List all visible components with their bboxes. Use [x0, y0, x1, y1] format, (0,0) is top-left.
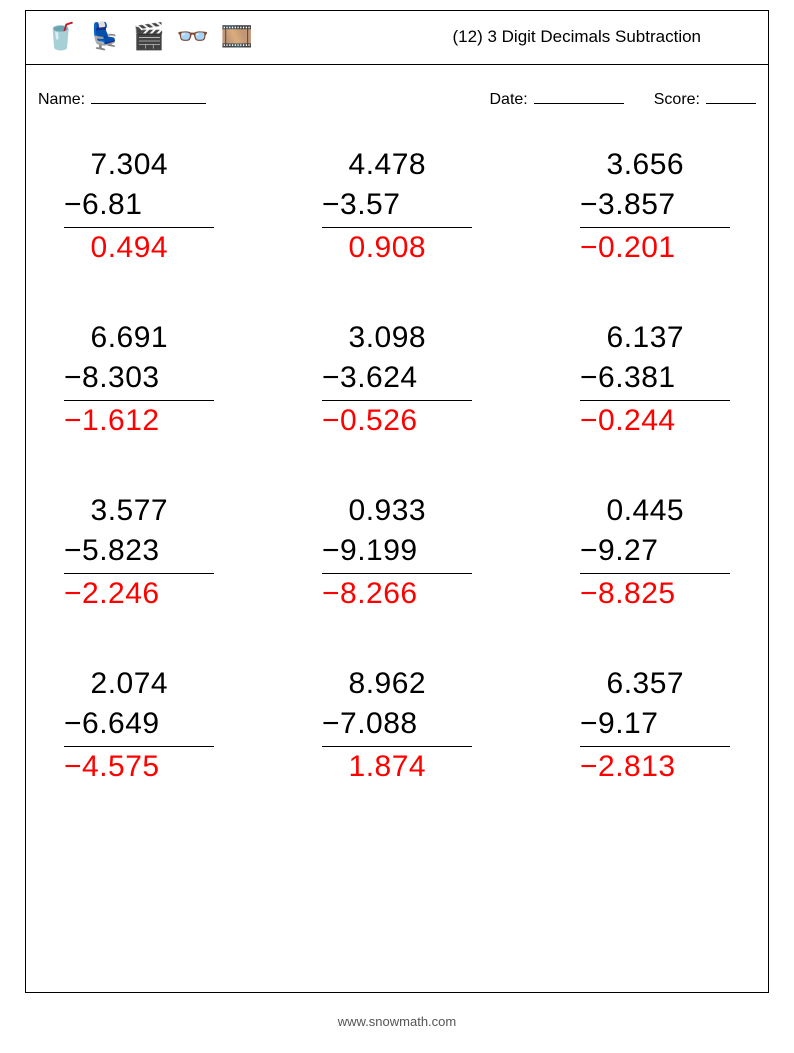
problem: 7.304−6.81 0.494 [64, 145, 214, 268]
operand-2: −9.17 [580, 704, 730, 747]
answer: −0.526 [322, 401, 472, 441]
problem: 4.478−3.57 0.908 [322, 145, 472, 268]
worksheet-page: 🥤 💺 🎬 👓 🎞️ (12) 3 Digit Decimals Subtrac… [0, 0, 794, 1053]
film-reel-icon: 🎞️ [219, 19, 255, 55]
answer: −8.825 [580, 574, 730, 614]
operand-1: 7.304 [64, 145, 214, 185]
operand-2: −9.27 [580, 531, 730, 574]
answer: −0.201 [580, 228, 730, 268]
operand-2: −3.57 [322, 185, 472, 228]
date-label: Date: [490, 91, 528, 109]
problems-grid: 7.304−6.81 0.494 4.478−3.57 0.908 3.656−… [55, 145, 739, 787]
footer: www.snowmath.com [0, 1014, 794, 1029]
operand-1: 3.098 [322, 318, 472, 358]
operand-1: 3.577 [64, 491, 214, 531]
drink-cup-icon: 🥤 [43, 19, 79, 55]
operand-1: 6.357 [580, 664, 730, 704]
header: 🥤 💺 🎬 👓 🎞️ (12) 3 Digit Decimals Subtrac… [25, 10, 769, 65]
operand-2: −7.088 [322, 704, 472, 747]
answer: −1.612 [64, 401, 214, 441]
info-row: Name: Date: Score: [38, 90, 756, 109]
worksheet-title: (12) 3 Digit Decimals Subtraction [453, 27, 751, 47]
answer: −4.575 [64, 747, 214, 787]
answer: −0.244 [580, 401, 730, 441]
operand-2: −5.823 [64, 531, 214, 574]
operand-1: 0.445 [580, 491, 730, 531]
operand-1: 0.933 [322, 491, 472, 531]
operand-2: −6.649 [64, 704, 214, 747]
3d-glasses-icon: 👓 [175, 19, 211, 55]
answer: 0.494 [64, 228, 214, 268]
operand-2: −6.381 [580, 358, 730, 401]
operand-2: −6.81 [64, 185, 214, 228]
problem: 6.691−8.303−1.612 [64, 318, 214, 441]
operand-1: 8.962 [322, 664, 472, 704]
name-field: Name: [38, 90, 206, 109]
problem: 3.656−3.857−0.201 [580, 145, 730, 268]
answer: −2.246 [64, 574, 214, 614]
problem: 6.137−6.381−0.244 [580, 318, 730, 441]
operand-1: 4.478 [322, 145, 472, 185]
answer: −2.813 [580, 747, 730, 787]
name-label: Name: [38, 91, 85, 109]
answer: 1.874 [322, 747, 472, 787]
clapperboard-icon: 🎬 [131, 19, 167, 55]
operand-2: −9.199 [322, 531, 472, 574]
answer: −8.266 [322, 574, 472, 614]
operand-2: −3.624 [322, 358, 472, 401]
date-score-group: Date: Score: [490, 90, 757, 109]
problem: 3.098−3.624−0.526 [322, 318, 472, 441]
operand-2: −3.857 [580, 185, 730, 228]
name-blank [91, 90, 206, 104]
answer: 0.908 [322, 228, 472, 268]
operand-1: 6.691 [64, 318, 214, 358]
operand-1: 2.074 [64, 664, 214, 704]
score-blank [706, 90, 756, 104]
operand-1: 6.137 [580, 318, 730, 358]
cinema-seat-icon: 💺 [87, 19, 123, 55]
header-icons: 🥤 💺 🎬 👓 🎞️ [43, 19, 255, 55]
score-label: Score: [654, 91, 700, 109]
operand-2: −8.303 [64, 358, 214, 401]
footer-url: www.snowmath.com [338, 1014, 456, 1029]
problem: 3.577−5.823−2.246 [64, 491, 214, 614]
date-blank [534, 90, 624, 104]
problem: 2.074−6.649−4.575 [64, 664, 214, 787]
operand-1: 3.656 [580, 145, 730, 185]
problem: 8.962−7.088 1.874 [322, 664, 472, 787]
problem: 0.933−9.199−8.266 [322, 491, 472, 614]
problem: 0.445−9.27−8.825 [580, 491, 730, 614]
problem: 6.357−9.17−2.813 [580, 664, 730, 787]
